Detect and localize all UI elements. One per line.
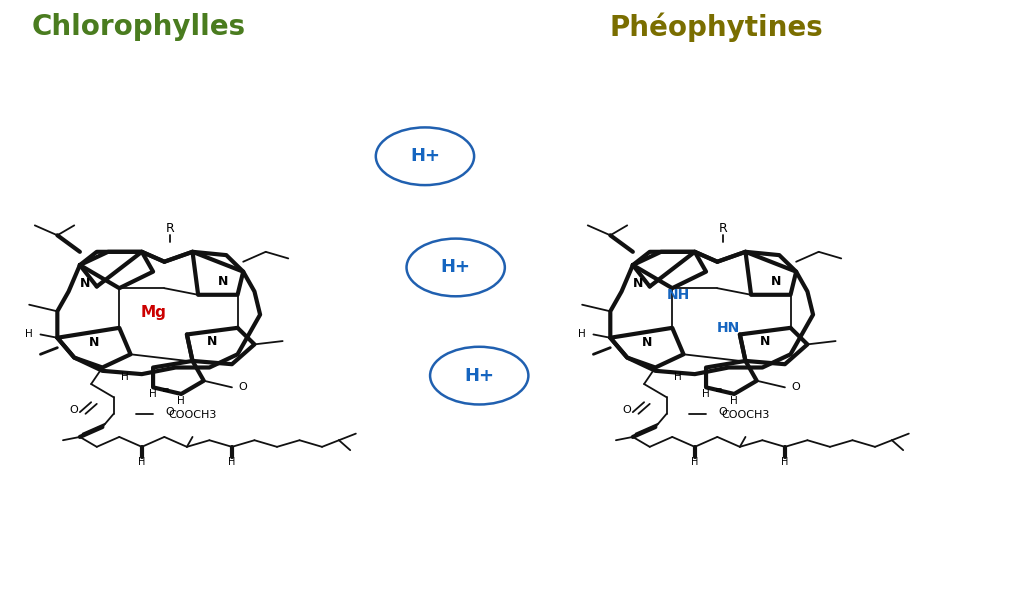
Text: O: O <box>166 407 174 417</box>
Text: H: H <box>781 457 788 467</box>
Text: O: O <box>239 382 248 392</box>
Text: H+: H+ <box>410 147 440 165</box>
Text: N: N <box>218 275 228 288</box>
Text: Mg: Mg <box>140 305 166 320</box>
Text: O: O <box>719 407 727 417</box>
Text: N: N <box>771 275 781 288</box>
Text: H+: H+ <box>464 367 495 385</box>
Text: COOCH3: COOCH3 <box>168 410 217 421</box>
Text: H: H <box>150 389 157 399</box>
Text: H: H <box>228 457 236 467</box>
Text: ≡: ≡ <box>714 386 721 395</box>
Text: H: H <box>674 373 682 382</box>
Text: NH: NH <box>667 288 689 302</box>
Text: O: O <box>623 406 632 415</box>
Text: H: H <box>730 395 738 406</box>
Text: COOCH3: COOCH3 <box>721 410 770 421</box>
Text: O: O <box>70 406 79 415</box>
Text: H: H <box>177 395 185 406</box>
Text: HN: HN <box>717 321 740 335</box>
Text: R: R <box>166 222 174 235</box>
Text: H+: H+ <box>440 258 471 276</box>
Text: R: R <box>719 222 727 235</box>
Text: N: N <box>89 336 99 349</box>
Text: N: N <box>80 276 91 290</box>
Text: N: N <box>207 335 217 347</box>
Text: H: H <box>702 389 710 399</box>
Text: Chlorophylles: Chlorophylles <box>31 13 246 41</box>
Text: N: N <box>642 336 652 349</box>
Text: H: H <box>121 373 129 382</box>
Text: H: H <box>579 329 586 340</box>
Text: Phéophytines: Phéophytines <box>610 12 823 42</box>
Text: O: O <box>792 382 801 392</box>
Text: H: H <box>26 329 33 340</box>
Text: N: N <box>760 335 770 347</box>
Text: ≡: ≡ <box>161 386 168 395</box>
Text: H: H <box>138 457 145 467</box>
Text: N: N <box>633 276 644 290</box>
Text: H: H <box>691 457 698 467</box>
